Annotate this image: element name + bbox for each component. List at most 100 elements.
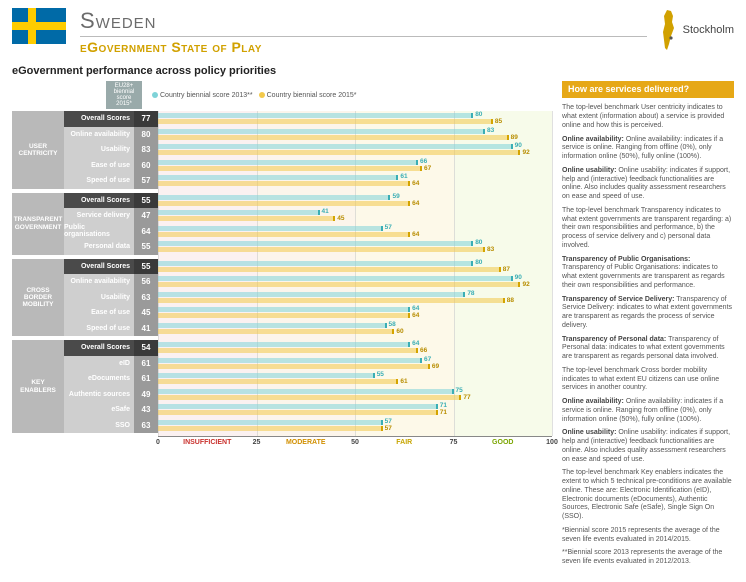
bar-2013 [158, 175, 398, 180]
score-row: Speed of use415860 [64, 321, 552, 337]
score-row: Online availability808389 [64, 127, 552, 143]
bar-2013 [158, 113, 473, 118]
value-2013: 90 [515, 142, 522, 149]
value-2013: 64 [412, 305, 419, 312]
legend-2013: Country biennial score 2013** [152, 92, 253, 99]
bar-2015 [158, 150, 520, 155]
row-label: Public organisations [64, 224, 134, 240]
bar-2013 [158, 358, 422, 363]
bar-2013 [158, 195, 390, 200]
bar-2015 [158, 282, 520, 287]
p: Transparency of Public Organisations: Tr… [562, 256, 734, 291]
delivery-title: How are services delivered? [562, 81, 734, 98]
row-label: Overall Scores [64, 193, 134, 209]
p: The top-level benchmark Key enablers ind… [562, 469, 734, 522]
group-label: KEY ENABLERS [12, 340, 64, 433]
value-2015: 77 [463, 394, 470, 401]
value-2013: 67 [424, 356, 431, 363]
value-2013: 80 [475, 239, 482, 246]
p: The top-level benchmark User centricity … [562, 104, 734, 130]
bar-2015 [158, 135, 509, 140]
bar-2015 [158, 119, 493, 124]
score-row: eDocuments615561 [64, 371, 552, 387]
value-2013: 59 [392, 193, 399, 200]
p: The top-level benchmark Cross border mob… [562, 367, 734, 393]
row-label: Usability [64, 290, 134, 306]
row-label: Speed of use [64, 173, 134, 189]
eu-score: 54 [134, 340, 158, 356]
row-label: Usability [64, 142, 134, 158]
bar-2015 [158, 313, 410, 318]
eu-score: 49 [134, 387, 158, 403]
value-2015: 45 [337, 215, 344, 222]
value-2015: 88 [507, 297, 514, 304]
group-label: USER CENTRICITY [12, 111, 64, 189]
bar-2013 [158, 404, 438, 409]
score-row: eSafe437171 [64, 402, 552, 418]
value-2013: 83 [487, 127, 494, 134]
row-label: eID [64, 356, 134, 372]
row-label: Overall Scores [64, 340, 134, 356]
legend: EU28+ biennial score 2015* Country bienn… [12, 81, 552, 109]
score-row: Authentic sources49 7577 [64, 387, 552, 403]
value-2015: 66 [420, 347, 427, 354]
bar-2013 [158, 261, 473, 266]
row-label: Overall Scores [64, 259, 134, 275]
bar-2015 [158, 166, 422, 171]
bar-2015 [158, 247, 485, 252]
row-label: Authentic sources [64, 387, 134, 403]
eu-score: 60 [134, 158, 158, 174]
p: Online usability: Online usability: indi… [562, 167, 734, 202]
value-2015: 64 [412, 200, 419, 207]
value-2015: 69 [432, 363, 439, 370]
score-row: Overall Scores55 59 64 [64, 193, 552, 209]
score-row: Service delivery474145 [64, 208, 552, 224]
bar-2015 [158, 201, 410, 206]
axis-band-label: INSUFFICIENT [183, 439, 231, 446]
legend-eu-box: EU28+ biennial score 2015* [106, 81, 142, 109]
eu-score: 43 [134, 402, 158, 418]
axis-tick: 25 [253, 439, 261, 446]
axis-tick: 100 [546, 439, 558, 446]
value-2013: 57 [385, 418, 392, 425]
value-2013: 71 [440, 402, 447, 409]
p: **Biennial score 2013 represents the ave… [562, 549, 734, 567]
row-label: eDocuments [64, 371, 134, 387]
score-row: Public organisations645764 [64, 224, 552, 240]
sidebar-text: How are services delivered? The top-leve… [562, 81, 734, 572]
eu-score: 63 [134, 290, 158, 306]
axis-tick: 75 [450, 439, 458, 446]
value-2013: 75 [456, 387, 463, 394]
eu-score: 80 [134, 127, 158, 143]
eu-score: 56 [134, 274, 158, 290]
eu-score: 77 [134, 111, 158, 127]
value-2013: 66 [420, 158, 427, 165]
row-label: Ease of use [64, 305, 134, 321]
bar-2015 [158, 410, 438, 415]
score-row: Usability83 9092 [64, 142, 552, 158]
row-label: eSafe [64, 402, 134, 418]
bar-2015 [158, 298, 505, 303]
bar-2013 [158, 276, 513, 281]
bar-2015 [158, 232, 410, 237]
p: Online availability: Online availability… [562, 136, 734, 162]
p: Transparency of Personal data: Transpare… [562, 336, 734, 362]
eu-score: 83 [134, 142, 158, 158]
value-2013: 41 [322, 208, 329, 215]
header: Sweden eGovernment State of Play Stockho… [0, 0, 746, 59]
row-label: Personal data [64, 239, 134, 255]
value-2015: 64 [412, 180, 419, 187]
value-2015: 92 [522, 149, 529, 156]
bar-2013 [158, 307, 410, 312]
score-row: SSO635757 [64, 418, 552, 434]
bar-2013 [158, 323, 387, 328]
bar-2015 [158, 379, 398, 384]
eu-score: 55 [134, 193, 158, 209]
eu-score: 41 [134, 321, 158, 337]
flag-sweden [12, 8, 66, 44]
eu-score: 61 [134, 371, 158, 387]
bar-2015 [158, 426, 383, 431]
bar-2013 [158, 389, 454, 394]
score-row: Ease of use606667 [64, 158, 552, 174]
group-label: CROSS BORDER MOBILITY [12, 259, 64, 337]
